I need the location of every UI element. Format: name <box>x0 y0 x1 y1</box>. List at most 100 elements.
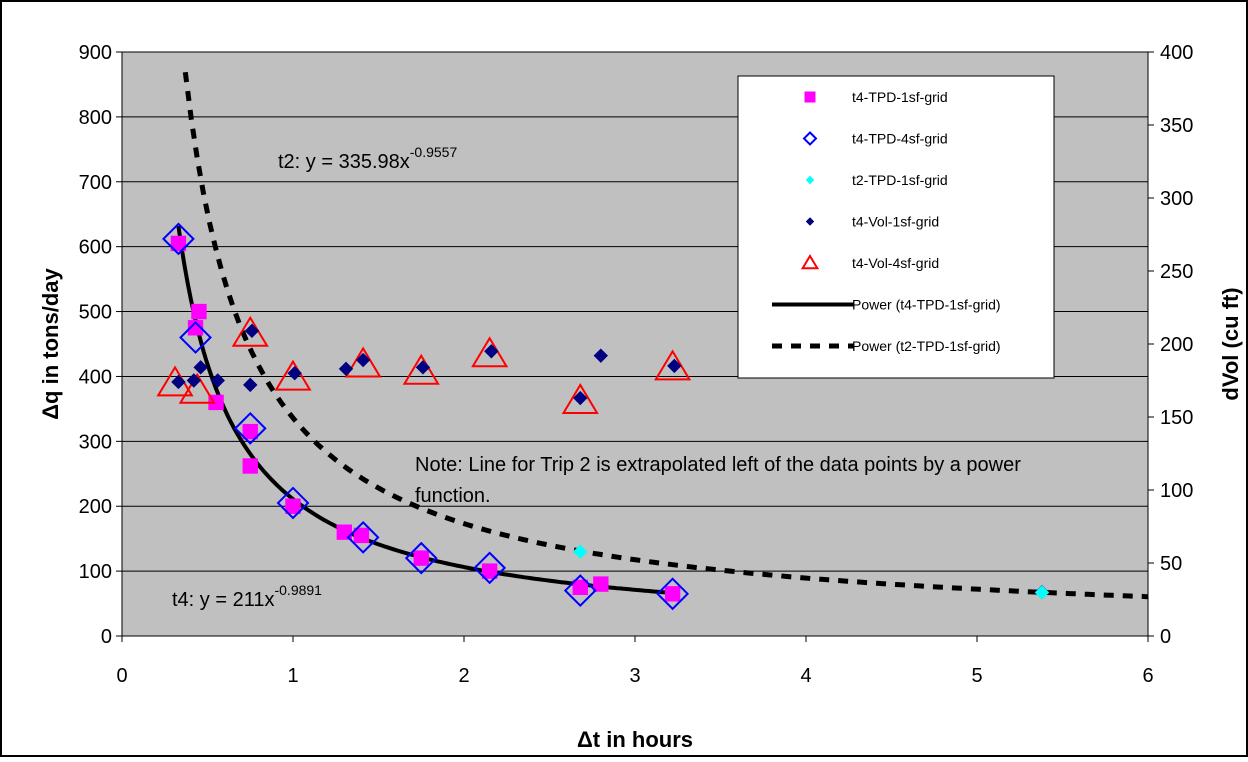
y-left-tick-label: 0 <box>101 626 112 648</box>
y-left-tick-label: 700 <box>79 172 112 194</box>
t2-equation-exponent: -0.9557 <box>410 144 458 160</box>
marker-t2-TPD-1sf-grid <box>1034 585 1050 600</box>
marker-t4-Vol-1sf-grid <box>415 360 431 375</box>
x-tick-label: 5 <box>971 665 982 687</box>
marker-t4-Vol-1sf-grid <box>210 373 225 388</box>
marker-t4-Vol-4sf-grid <box>471 336 509 368</box>
marker-t4-TPD-1sf-grid <box>664 586 681 602</box>
x-tick-label: 1 <box>287 665 298 687</box>
x-tick-label: 2 <box>458 665 469 687</box>
marker-t4-TPD-1sf-grid <box>353 527 370 544</box>
marker-t4-Vol-1sf-grid <box>244 323 260 339</box>
marker-t4-TPD-4sf-grid <box>179 321 212 354</box>
legend-label-t2-TPD-1sf-grid: t2-TPD-1sf-grid <box>852 172 948 188</box>
legend-label-t4-TPD-1sf-grid: t4-TPD-1sf-grid <box>852 89 948 105</box>
trendline-dashed <box>182 71 1149 600</box>
y-right-tick-label: 200 <box>1160 334 1193 356</box>
marker-t4-TPD-4sf-grid <box>656 577 690 611</box>
marker-t4-Vol-1sf-grid <box>243 377 258 393</box>
marker-t4-TPD-1sf-grid <box>191 303 207 320</box>
y-left-tick-label: 500 <box>79 302 112 324</box>
legend-marker-t4-TPD-4sf-grid <box>802 131 818 146</box>
marker-t2-TPD-1sf-grid <box>573 544 588 559</box>
marker-t4-TPD-1sf-grid <box>572 579 588 596</box>
marker-t4-TPD-4sf-grid <box>346 520 380 554</box>
marker-t4-TPD-1sf-grid <box>242 458 258 474</box>
legend-label-trendline: Power (t4-TPD-1sf-grid) <box>852 297 1001 313</box>
marker-t4-Vol-1sf-grid <box>287 366 302 381</box>
marker-t4-TPD-1sf-grid <box>187 320 204 336</box>
y-right-tick-label: 150 <box>1160 407 1193 429</box>
marker-t4-Vol-4sf-grid <box>344 346 382 378</box>
x-tick-label: 4 <box>800 665 811 687</box>
marker-t4-Vol-4sf-grid <box>274 359 312 391</box>
y-right-tick-label: 400 <box>1160 42 1193 64</box>
y-left-tick-label: 900 <box>79 42 112 64</box>
legend-marker-t4-Vol-4sf-grid <box>800 254 820 270</box>
x-tick-label: 6 <box>1142 665 1153 687</box>
legend-label-t4-Vol-4sf-grid: t4-Vol-4sf-grid <box>852 255 939 271</box>
marker-t4-TPD-1sf-grid <box>593 576 609 592</box>
legend-label-trendline: Power (t2-TPD-1sf-grid) <box>852 338 1001 354</box>
marker-t4-TPD-1sf-grid <box>285 498 301 514</box>
y-right-tick-label: 0 <box>1160 626 1171 648</box>
y-left-tick-label: 800 <box>79 107 112 129</box>
y-right-tick-label: 100 <box>1160 480 1193 502</box>
marker-t4-Vol-4sf-grid <box>231 315 269 347</box>
x-tick-label: 3 <box>629 665 640 687</box>
marker-t4-TPD-4sf-grid <box>473 551 507 585</box>
data-markers <box>156 222 1050 611</box>
axes: 0100200300400500600700800900050100150200… <box>79 42 1194 687</box>
legend-marker-t4-TPD-1sf-grid <box>804 91 816 103</box>
marker-t4-TPD-1sf-grid <box>170 235 187 252</box>
marker-t4-Vol-1sf-grid <box>171 374 186 390</box>
x-axis-title: Δt in hours <box>577 727 693 752</box>
marker-t4-Vol-4sf-grid <box>654 349 692 381</box>
marker-t4-TPD-4sf-grid <box>563 574 597 607</box>
marker-t4-Vol-4sf-grid <box>402 353 440 385</box>
y-right-tick-label: 250 <box>1160 261 1193 283</box>
y-axis-left-title: Δq in tons/day <box>38 267 63 419</box>
legend-label-t4-Vol-1sf-grid: t4-Vol-1sf-grid <box>852 214 939 230</box>
y-left-tick-label: 300 <box>79 431 112 453</box>
marker-t4-Vol-4sf-grid <box>178 372 216 404</box>
marker-t4-Vol-1sf-grid <box>355 352 371 368</box>
y-right-tick-label: 50 <box>1160 553 1182 575</box>
marker-t4-Vol-1sf-grid <box>593 348 608 363</box>
y-right-tick-label: 300 <box>1160 188 1193 210</box>
legend-label-t4-TPD-4sf-grid: t4-TPD-4sf-grid <box>852 131 948 147</box>
y-left-tick-label: 600 <box>79 237 112 259</box>
marker-t4-Vol-1sf-grid <box>573 390 588 406</box>
marker-t4-TPD-4sf-grid <box>276 486 310 520</box>
note-line-2: function. <box>415 485 491 507</box>
t4-equation: t4: y = 211x-0.9891 <box>172 582 322 611</box>
note-line-1: Note: Line for Trip 2 is extrapolated le… <box>415 454 1021 476</box>
y-axis-right-title: dVol (cu ft) <box>1218 287 1243 400</box>
marker-t4-TPD-1sf-grid <box>413 550 429 566</box>
legend-marker-t4-Vol-1sf-grid <box>805 217 815 226</box>
marker-t4-TPD-4sf-grid <box>162 222 195 256</box>
marker-t4-Vol-1sf-grid <box>193 360 208 375</box>
y-left-tick-label: 100 <box>79 561 112 583</box>
marker-t4-Vol-1sf-grid <box>338 361 354 377</box>
marker-t4-Vol-4sf-grid <box>561 382 599 414</box>
legend-marker-t2-TPD-1sf-grid <box>805 175 815 185</box>
t2-equation-base: t2: y = 335.98x <box>278 151 410 173</box>
marker-t4-Vol-1sf-grid <box>186 373 202 388</box>
marker-t4-Vol-1sf-grid <box>667 358 682 374</box>
legend: t4-TPD-1sf-grid t4-TPD-4sf-grid t2-TPD-1sf… <box>737 75 1055 379</box>
marker-t4-TPD-4sf-grid <box>233 411 267 445</box>
t4-equation-base: t4: y = 211x <box>172 589 274 611</box>
y-left-tick-label: 400 <box>79 366 112 388</box>
x-tick-label: 0 <box>116 665 127 687</box>
y-right-tick-label: 350 <box>1160 115 1193 137</box>
t2-equation: t2: y = 335.98x-0.9557 <box>278 144 457 173</box>
t4-equation-exponent: -0.9891 <box>274 582 322 598</box>
marker-t4-TPD-1sf-grid <box>242 423 258 440</box>
marker-t4-TPD-1sf-grid <box>481 563 498 579</box>
y-left-tick-label: 200 <box>79 496 112 518</box>
marker-t4-TPD-4sf-grid <box>404 541 438 575</box>
marker-t4-Vol-1sf-grid <box>484 344 499 359</box>
